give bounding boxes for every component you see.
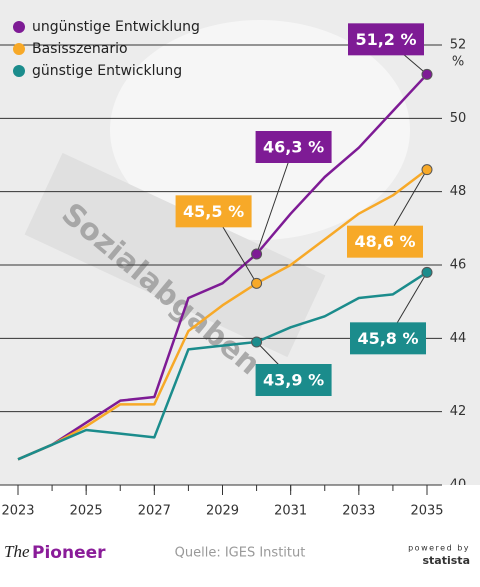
statista: statista xyxy=(423,554,471,567)
callout-box xyxy=(255,131,332,163)
brand-prefix: The xyxy=(4,542,30,561)
axis-band xyxy=(0,485,480,525)
y-tick-label: 48 xyxy=(450,184,467,199)
x-tick-label: 2025 xyxy=(70,504,103,519)
value-label: 45,5 % xyxy=(183,202,244,221)
y-tick-label: 42 xyxy=(450,404,467,419)
point-marker xyxy=(421,266,433,278)
y-tick-label: 50 xyxy=(450,111,467,126)
x-tick-label: 2029 xyxy=(206,504,239,519)
x-tick-label: 2035 xyxy=(410,504,443,519)
source: Quelle: IGES Institut xyxy=(175,546,306,561)
value-label: 43,9 % xyxy=(263,371,324,390)
legend-label: Basisszenario xyxy=(32,41,128,57)
powered-by: powered by xyxy=(408,544,470,553)
value-label: 46,3 % xyxy=(263,138,324,157)
photo-highlight xyxy=(110,20,410,240)
series-line xyxy=(17,271,428,461)
callout-box xyxy=(348,23,424,56)
photo-card xyxy=(24,152,326,358)
y-tick-label: 44 xyxy=(450,331,467,346)
x-tick-label: 2027 xyxy=(138,504,171,519)
x-tick-label: 2031 xyxy=(274,504,307,519)
value-label: 48,6 % xyxy=(354,232,415,251)
point-marker xyxy=(251,336,263,348)
x-tick-label: 2023 xyxy=(1,504,34,519)
callout-box xyxy=(347,225,423,258)
legend-swatch xyxy=(13,43,25,55)
legend-label: günstige Entwicklung xyxy=(32,63,182,79)
value-label: 51,2 % xyxy=(355,30,416,49)
point-marker xyxy=(421,164,433,176)
brand-name: Pioneer xyxy=(32,543,106,563)
point-marker xyxy=(251,277,263,289)
callout-box xyxy=(255,364,332,396)
point-marker xyxy=(421,68,433,80)
callout-connector xyxy=(256,146,295,255)
series-line xyxy=(17,168,428,461)
point-marker xyxy=(251,248,263,260)
y-axis-label: % xyxy=(452,55,464,70)
y-tick-label: 52 xyxy=(450,38,467,53)
legend-swatch xyxy=(13,21,25,33)
callout-box xyxy=(175,195,252,228)
series-line xyxy=(17,73,428,461)
x-tick-label: 2033 xyxy=(342,504,375,519)
y-tick-label: 46 xyxy=(450,258,467,273)
callout-box xyxy=(350,322,426,355)
value-label: 45,8 % xyxy=(357,329,418,348)
legend-swatch xyxy=(13,65,25,77)
legend-label: ungünstige Entwicklung xyxy=(32,19,200,35)
